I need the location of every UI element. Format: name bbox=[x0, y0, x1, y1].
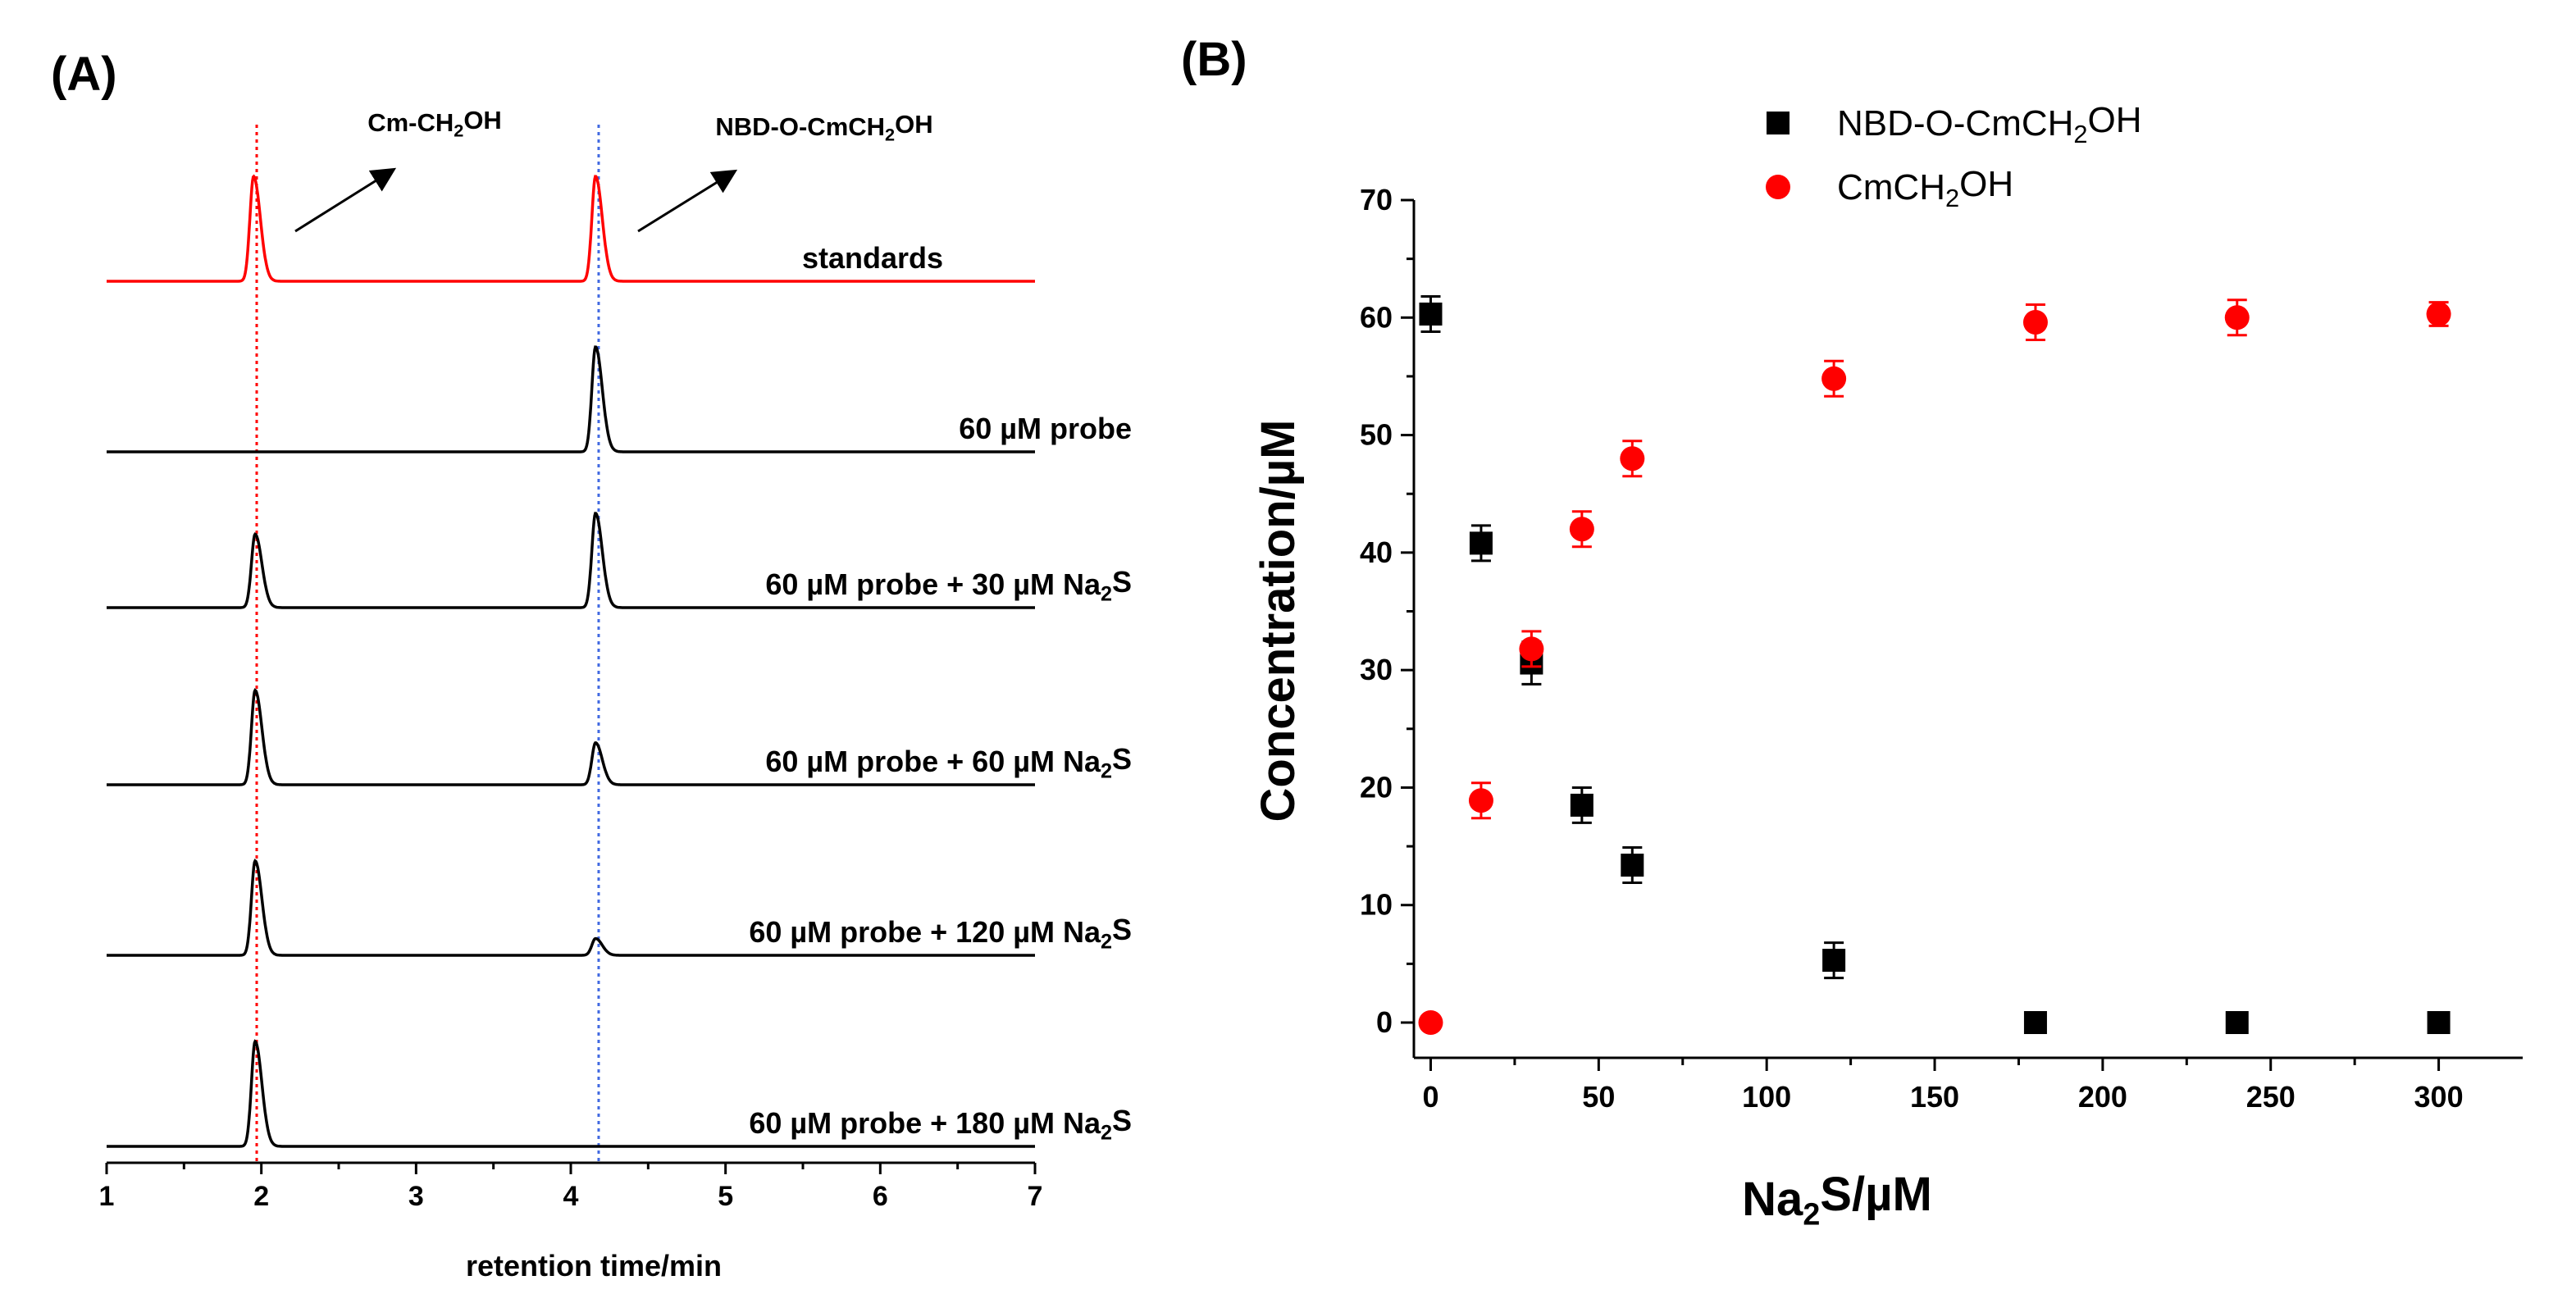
trace-label-5: 60 µM probe + 120 µM Na2S bbox=[749, 913, 1132, 954]
data-point-square bbox=[1822, 949, 1846, 973]
peak-label-2: NBD-O-CmCH2OH bbox=[715, 110, 932, 144]
trace-label-3: 60 µM probe + 30 µM Na2S bbox=[765, 565, 1132, 606]
data-point-circle bbox=[1620, 446, 1645, 472]
data-point-circle bbox=[1519, 636, 1544, 662]
panel-label-a: (A) bbox=[51, 48, 117, 101]
legend-marker-circle bbox=[1766, 175, 1790, 199]
peak-label-1: Cm-CH2OH bbox=[367, 106, 502, 140]
legend-label-2: CmCH2OH bbox=[1837, 164, 2013, 212]
x-tick-label-a: 1 bbox=[99, 1181, 115, 1212]
legend-marker-square bbox=[1767, 112, 1790, 134]
trace-1 bbox=[107, 174, 1035, 283]
x-tick-label-b: 0 bbox=[1422, 1080, 1438, 1114]
arrow-1 bbox=[294, 167, 397, 233]
data-point-circle bbox=[2224, 305, 2250, 330]
x-tick-label-a: 6 bbox=[873, 1181, 888, 1212]
trace-3 bbox=[107, 512, 1035, 609]
x-axis-title-a: retention time/min bbox=[466, 1249, 722, 1282]
legend: NBD-O-CmCH2OH CmCH2OH bbox=[1766, 100, 2142, 212]
arrow-2 bbox=[637, 169, 738, 233]
data-point-square bbox=[1570, 793, 1593, 817]
y-tick-label-b: 60 bbox=[1360, 300, 1393, 334]
data-point-square bbox=[2427, 1011, 2451, 1035]
y-axis-title-b: Concentration/µM bbox=[1252, 420, 1305, 822]
scatter-panel: 0 10 20 30 40 50 60 70 0 50 100 150 200 250 300 NBD-O-… bbox=[1252, 100, 2523, 1231]
x-tick-label-a: 3 bbox=[408, 1181, 424, 1212]
trace-5 bbox=[107, 859, 1035, 957]
x-tick-label-b: 250 bbox=[2246, 1080, 2296, 1114]
trace-label-6: 60 µM probe + 180 µM Na2S bbox=[749, 1104, 1132, 1145]
data-point-square bbox=[1419, 302, 1443, 326]
x-tick-label-b: 50 bbox=[1582, 1080, 1615, 1114]
y-tick-label-b: 70 bbox=[1360, 183, 1393, 216]
x-axis-a: 1 2 3 4 5 6 7 bbox=[99, 1161, 1043, 1212]
data-point-circle bbox=[2022, 310, 2048, 335]
data-point-square bbox=[2023, 1011, 2047, 1035]
trace-2 bbox=[107, 345, 1035, 453]
data-point-square bbox=[2225, 1011, 2249, 1035]
x-tick-label-b: 200 bbox=[2078, 1080, 2127, 1114]
scatter-points bbox=[1418, 294, 2451, 1036]
reference-lines bbox=[255, 125, 600, 1163]
x-tick-label-a: 7 bbox=[1028, 1181, 1043, 1212]
data-point-circle bbox=[2426, 301, 2451, 326]
x-tick-label-b: 300 bbox=[2414, 1080, 2464, 1114]
chromatogram-panel: standards 60 µM probe 60 µM probe + 30 µM … bbox=[99, 106, 1132, 1282]
x-tick-label-a: 4 bbox=[563, 1181, 579, 1212]
data-point-circle bbox=[1418, 1010, 1443, 1036]
trace-label-1: standards bbox=[802, 241, 943, 275]
y-tick-label-b: 40 bbox=[1360, 535, 1393, 569]
x-tick-label-a: 5 bbox=[718, 1181, 733, 1212]
trace-6 bbox=[107, 1039, 1035, 1148]
data-point-circle bbox=[1569, 517, 1594, 542]
data-point-circle bbox=[1821, 366, 1847, 391]
y-tick-label-b: 0 bbox=[1376, 1005, 1393, 1039]
data-point-square bbox=[1621, 854, 1644, 877]
panel-label-b: (B) bbox=[1181, 33, 1247, 86]
data-point-square bbox=[1469, 531, 1493, 555]
chromatogram-traces: standards 60 µM probe 60 µM probe + 30 µM … bbox=[107, 174, 1132, 1148]
axes-b: 0 10 20 30 40 50 60 70 0 50 100 150 200 250 300 bbox=[1360, 183, 2523, 1114]
x-tick-label-a: 2 bbox=[253, 1181, 269, 1212]
x-tick-label-b: 100 bbox=[1742, 1080, 1791, 1114]
x-axis-title-b: Na2S/µM bbox=[1742, 1168, 1932, 1231]
trace-label-4: 60 µM probe + 60 µM Na2S bbox=[765, 742, 1132, 783]
y-tick-label-b: 10 bbox=[1360, 888, 1393, 922]
y-tick-label-b: 20 bbox=[1360, 770, 1393, 804]
peak-arrows: Cm-CH2OH NBD-O-CmCH2OH bbox=[294, 106, 933, 233]
data-point-circle bbox=[1468, 788, 1493, 813]
y-tick-label-b: 50 bbox=[1360, 418, 1393, 452]
legend-label-1: NBD-O-CmCH2OH bbox=[1837, 100, 2142, 148]
trace-label-2: 60 µM probe bbox=[959, 412, 1132, 445]
trace-4 bbox=[107, 688, 1035, 786]
x-tick-label-b: 150 bbox=[1910, 1080, 1959, 1114]
y-tick-label-b: 30 bbox=[1360, 653, 1393, 686]
